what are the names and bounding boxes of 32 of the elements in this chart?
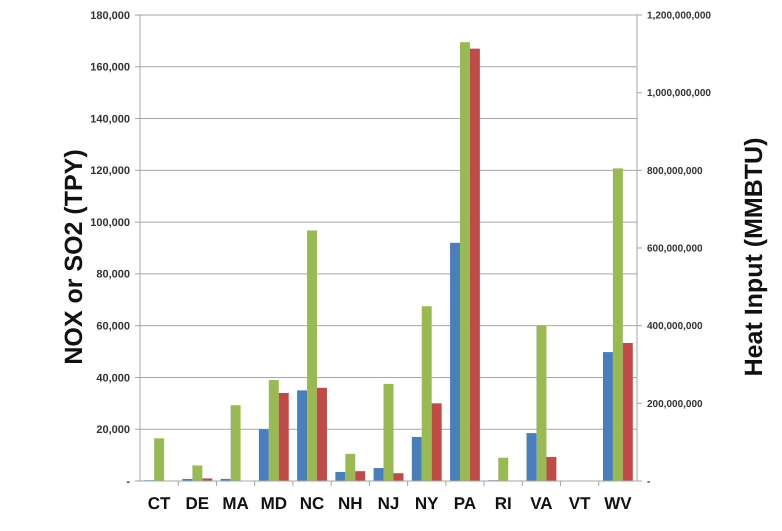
x-tick-label: RI	[494, 494, 512, 513]
y-tick-label: 40,000	[96, 372, 130, 384]
y-tick-label: 180,000	[90, 10, 130, 22]
y2-tick-label: 1,000,000,000	[647, 88, 712, 100]
x-tick-label: CT	[148, 494, 172, 513]
x-tick-label: VT	[568, 494, 592, 513]
y2-tick-label: 200,000,000	[647, 398, 704, 410]
y2-tick-label: 1,200,000,000	[647, 10, 712, 22]
y2-tick-label: 800,000,000	[647, 166, 704, 177]
y2-axis-title: Heat Input (MMBTU)	[740, 138, 768, 376]
y-tick-label: 60,000	[96, 320, 130, 333]
y2-tick-label: -	[647, 476, 650, 488]
x-tick-label: NC	[300, 494, 324, 513]
x-tick-label: NY	[414, 494, 440, 513]
y-tick-label: 100,000	[90, 216, 130, 229]
y-axis-title: NOX or SO2 (TPY)	[60, 149, 88, 365]
x-tick-label: MD	[260, 494, 288, 513]
y-tick-label: 140,000	[90, 113, 130, 126]
x-tick-label: NJ	[378, 494, 400, 513]
x-tick-label: PA	[454, 494, 476, 513]
y-tick-label: 160,000	[90, 62, 130, 74]
y-tick-label: 20,000	[96, 424, 130, 436]
y2-tick-label: 600,000,000	[647, 244, 704, 254]
y-tick-label: 80,000	[96, 268, 130, 281]
y-tick-label: -	[126, 476, 130, 488]
x-tick-label: NH	[338, 494, 363, 513]
y2-tick-label: 400,000,000	[647, 321, 704, 332]
x-tick-label: DE	[186, 494, 210, 513]
x-tick-label: WV	[604, 494, 632, 513]
y-tick-label: 120,000	[90, 165, 130, 178]
x-tick-label: VA	[530, 494, 553, 513]
x-tick-label: MA	[222, 494, 249, 513]
